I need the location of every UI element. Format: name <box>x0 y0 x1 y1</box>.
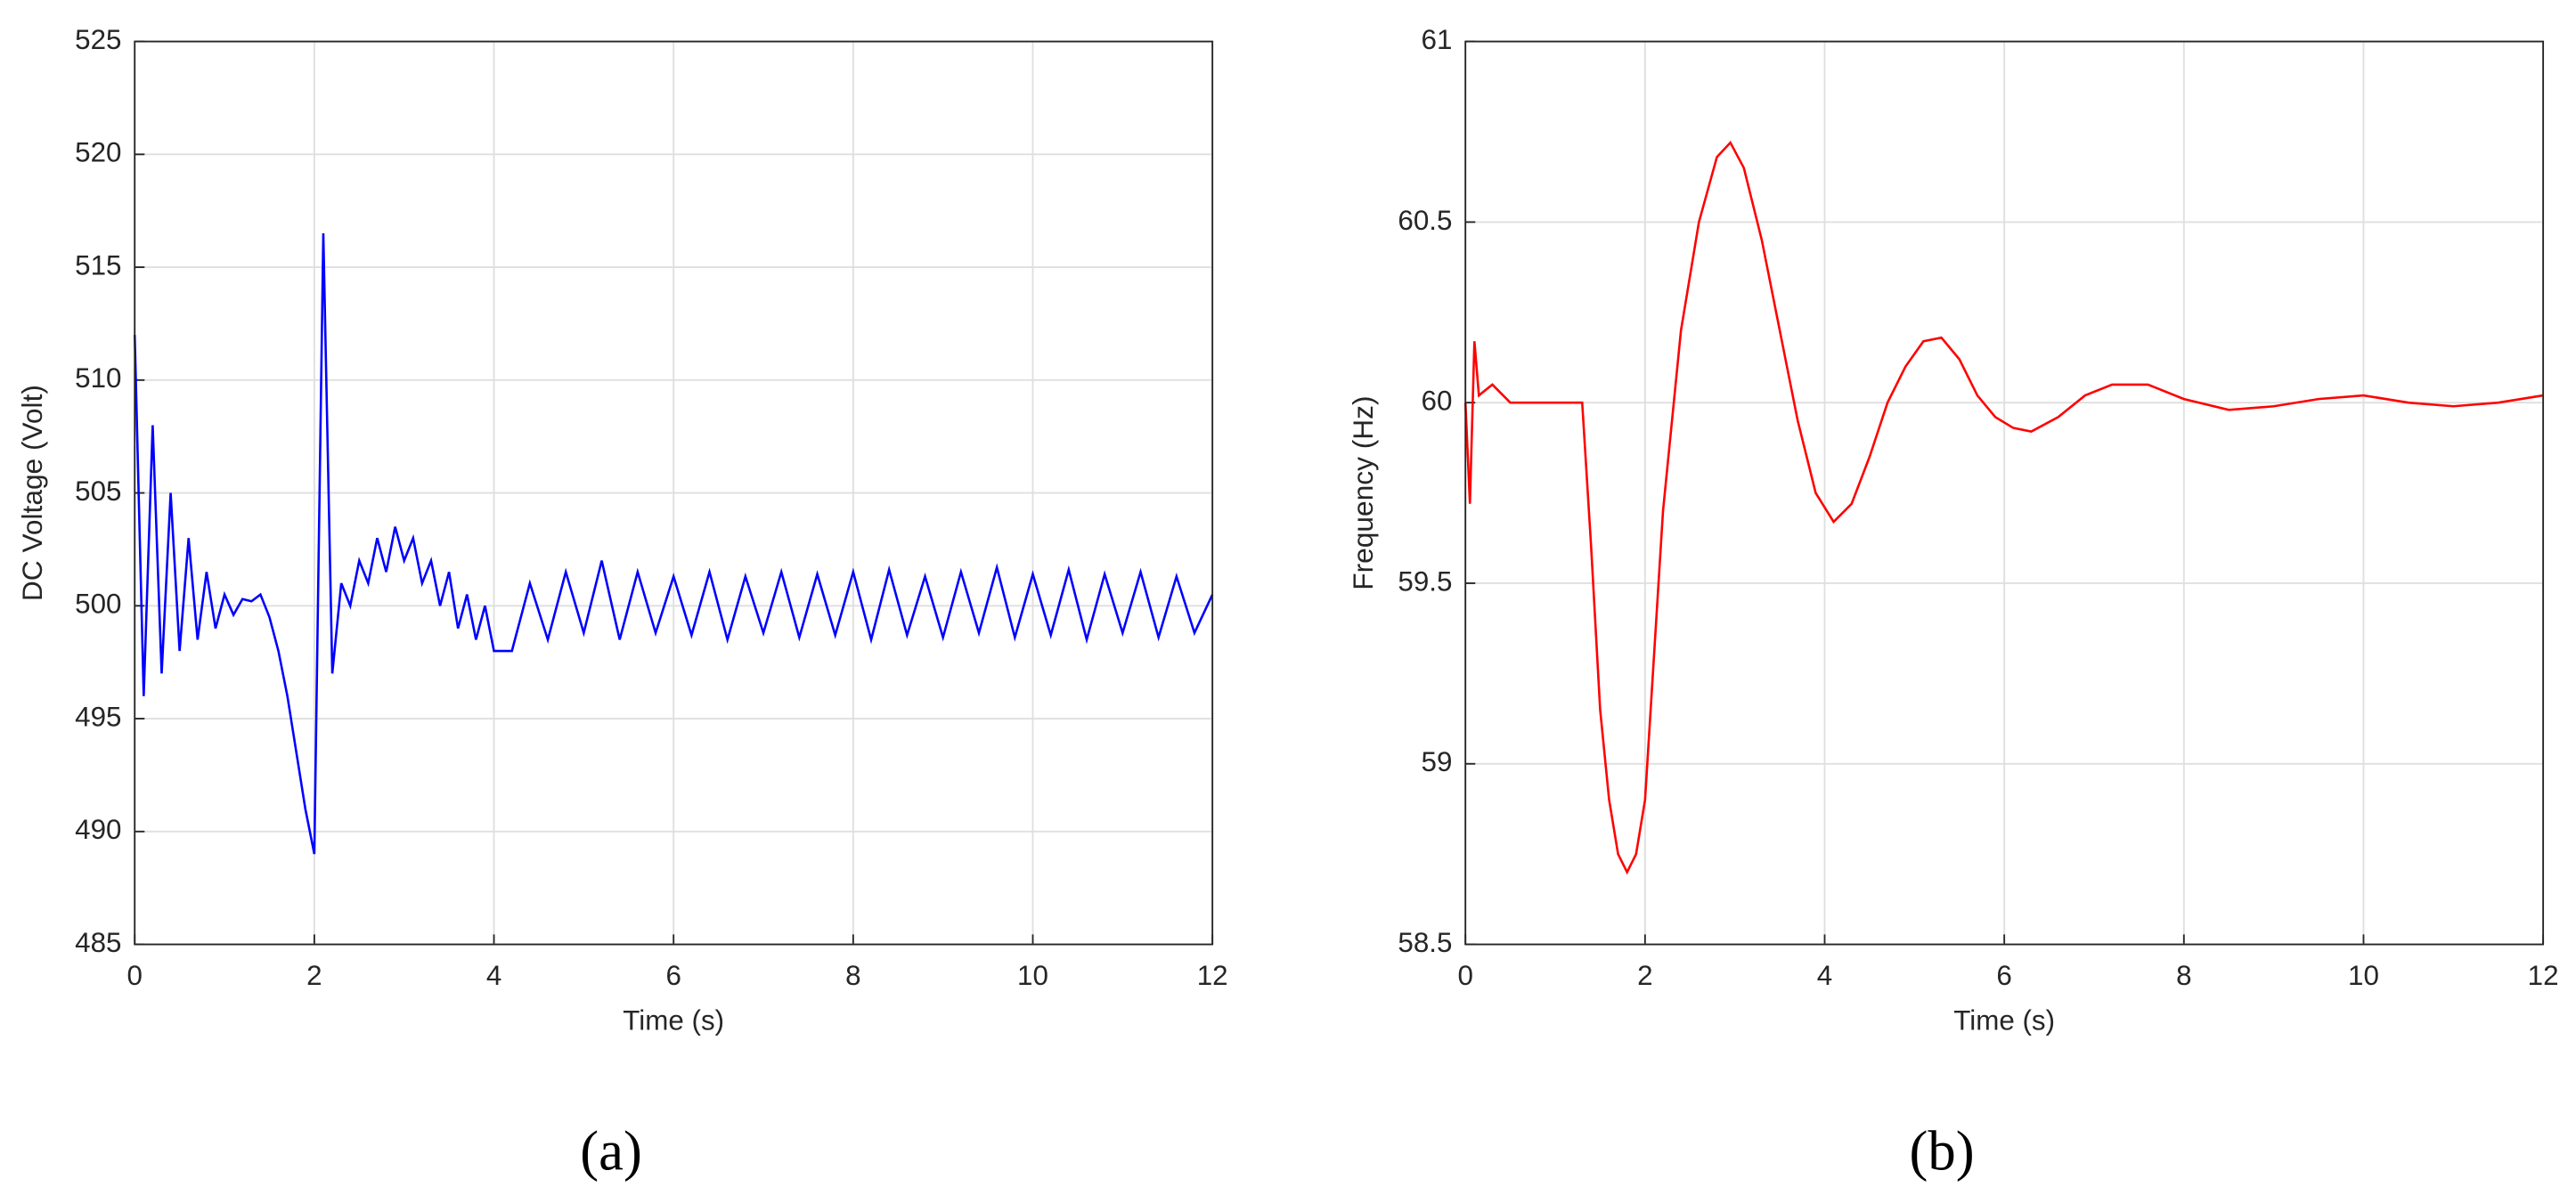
y-tick-label: 495 <box>75 700 121 732</box>
x-tick-label: 8 <box>2176 959 2191 991</box>
x-tick-label: 8 <box>845 959 860 991</box>
x-tick-label: 2 <box>1637 959 1652 991</box>
y-tick-label: 60.5 <box>1398 204 1452 236</box>
x-tick-label: 10 <box>2348 959 2379 991</box>
y-tick-label: 60 <box>1422 384 1453 416</box>
x-tick-label: 4 <box>486 959 501 991</box>
y-tick-label: 500 <box>75 588 121 620</box>
y-tick-label: 59 <box>1422 745 1453 777</box>
axes-box <box>1464 40 2545 946</box>
y-tick-label: 510 <box>75 362 121 394</box>
x-tick-label: 6 <box>665 959 681 991</box>
x-axis-label: Time (s) <box>623 1004 724 1036</box>
y-tick-label: 515 <box>75 248 121 280</box>
y-tick-label: 485 <box>75 926 121 958</box>
y-tick-label: 520 <box>75 136 121 168</box>
y-tick-label: 58.5 <box>1398 926 1452 958</box>
y-axis-label: Frequency (Hz) <box>1347 395 1379 589</box>
y-tick-label: 505 <box>75 475 121 507</box>
y-tick-label: 490 <box>75 813 121 845</box>
axes-box <box>134 40 1214 946</box>
data-line <box>133 233 1214 855</box>
x-tick-label: 0 <box>127 959 143 991</box>
data-line <box>1463 140 2544 875</box>
x-tick-label: 12 <box>2528 959 2559 991</box>
y-tick-label: 61 <box>1422 23 1453 55</box>
x-tick-label: 6 <box>1996 959 2011 991</box>
y-axis-label: DC Voltage (Volt) <box>16 385 48 601</box>
x-axis-label: Time (s) <box>1953 1004 2055 1036</box>
caption: (a) <box>580 1119 642 1182</box>
x-tick-label: 2 <box>306 959 322 991</box>
caption: (b) <box>1910 1119 1975 1182</box>
x-tick-label: 4 <box>1817 959 1832 991</box>
y-tick-label: 525 <box>75 23 121 55</box>
y-tick-label: 59.5 <box>1398 565 1452 597</box>
x-tick-label: 12 <box>1197 959 1228 991</box>
x-tick-label: 10 <box>1017 959 1048 991</box>
x-tick-label: 0 <box>1457 959 1472 991</box>
